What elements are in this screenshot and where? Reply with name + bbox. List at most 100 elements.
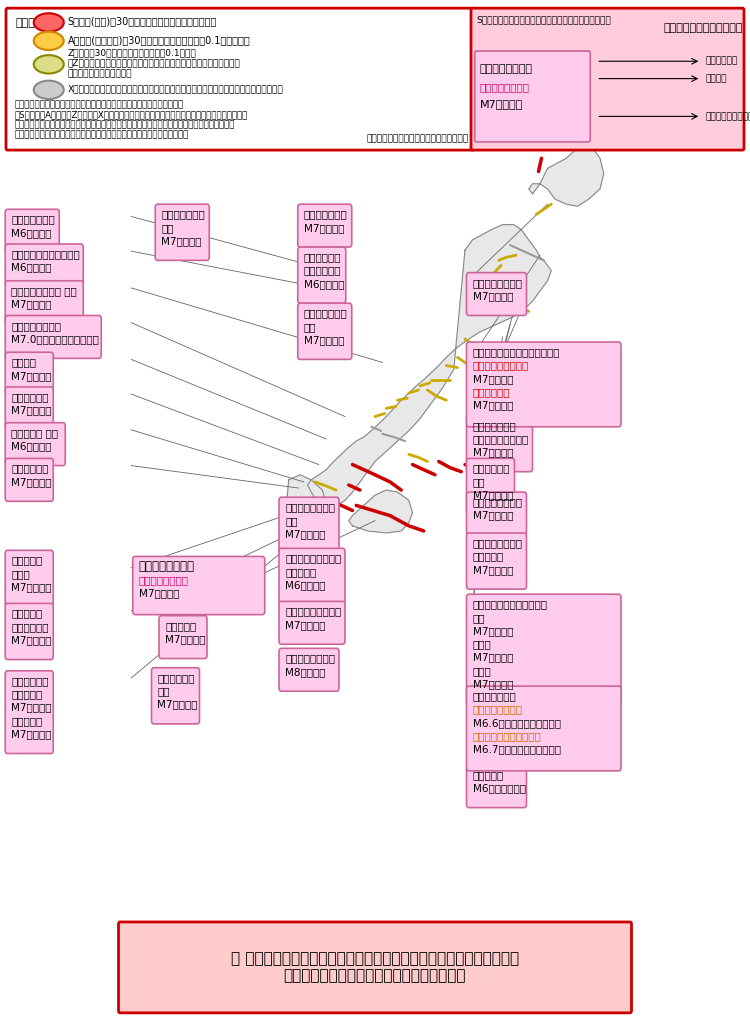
FancyBboxPatch shape [466, 594, 621, 706]
FancyBboxPatch shape [133, 556, 265, 615]
Text: 主部：衣笠・北武断層帯: 主部：衣笠・北武断層帯 [472, 731, 542, 741]
Text: 安芸灘断層帯: 安芸灘断層帯 [11, 392, 49, 402]
Text: M6．９程度: M6．９程度 [11, 262, 52, 273]
Text: M7．２程度: M7．２程度 [11, 582, 52, 592]
FancyBboxPatch shape [118, 922, 632, 1013]
Text: 〇 ランク分けに関わらず、日本ではどの場所においても、地震による
　強い揺れに見舞われるおそれがあります。: 〇 ランク分けに関わらず、日本ではどの場所においても、地震による 強い揺れに見舞… [231, 952, 519, 983]
Text: 棚形山脈断層帯: 棚形山脈断層帯 [11, 214, 55, 225]
Text: Zランク：30年以内の地震発生確率が0.1％未満
（Zランクでも、活断層が存在すること自体、当該地域で大きな地震が
発生する可能性を示す。）: Zランク：30年以内の地震発生確率が0.1％未満 （Zランクでも、活断層が存在す… [68, 48, 240, 79]
Ellipse shape [34, 55, 64, 74]
Text: 呉羽山断層帯: 呉羽山断層帯 [472, 387, 510, 397]
Text: 阿寺断層帯　主部：北部: 阿寺断層帯 主部：北部 [11, 249, 80, 259]
Text: Aランク(やや高い)：30年以内の地震発生確率が0.1～３％未満: Aランク(やや高い)：30年以内の地震発生確率が0.1～３％未満 [68, 35, 251, 45]
Text: ・ひとつの断層帯のうち、活動区間によってランクが異なる場合がある。: ・ひとつの断層帯のうち、活動区間によってランクが異なる場合がある。 [15, 100, 184, 109]
Text: 周防灘断層帯: 周防灘断層帯 [158, 673, 195, 683]
Text: 断層帯の名称: 断層帯の名称 [705, 57, 737, 65]
Text: Sランク、Aランク、Zランク、Xランクのいずれも、すぐに地震が起こることが否定できない。: Sランク、Aランク、Zランク、Xランクのいずれも、すぐに地震が起こることが否定で… [15, 110, 248, 119]
FancyBboxPatch shape [298, 247, 346, 303]
Text: 弥栄断層: 弥栄断層 [11, 357, 36, 368]
Text: M7．２程度: M7．２程度 [472, 291, 513, 301]
Text: 境峠・神谷断層帯: 境峠・神谷断層帯 [285, 502, 335, 513]
Text: M7．４程度: M7．４程度 [472, 490, 513, 500]
Text: 砺波平野断層帯・呉羽山断層帯: 砺波平野断層帯・呉羽山断層帯 [472, 347, 560, 357]
Text: M7．２程度: M7．２程度 [11, 477, 52, 487]
Ellipse shape [34, 81, 64, 99]
FancyBboxPatch shape [466, 342, 621, 427]
FancyBboxPatch shape [5, 603, 53, 660]
Text: 活動区間: 活動区間 [705, 75, 727, 83]
Text: 新庄盆地断層帯: 新庄盆地断層帯 [304, 308, 347, 319]
Text: また、確率値が低いように見えても、決して地震が発生しないことを意味するものではない。: また、確率値が低いように見えても、決して地震が発生しないことを意味するものではな… [15, 120, 236, 130]
Text: M6．８程度: M6．８程度 [11, 228, 52, 238]
FancyBboxPatch shape [5, 387, 53, 430]
FancyBboxPatch shape [5, 315, 101, 358]
FancyBboxPatch shape [279, 548, 345, 604]
FancyBboxPatch shape [298, 303, 352, 359]
Text: 中央構造線断層帯: 中央構造線断層帯 [139, 561, 195, 573]
FancyBboxPatch shape [466, 458, 514, 515]
FancyBboxPatch shape [466, 416, 532, 472]
FancyBboxPatch shape [279, 497, 339, 553]
Text: M7．６程度: M7．６程度 [158, 699, 198, 710]
Text: M7．２程度: M7．２程度 [472, 565, 513, 575]
Text: 北部: 北部 [161, 223, 174, 233]
Polygon shape [281, 475, 326, 572]
Text: M7．２程度: M7．２程度 [11, 405, 52, 416]
Text: M7．３程度: M7．３程度 [161, 236, 202, 246]
Text: M7．５程度: M7．５程度 [139, 588, 179, 598]
Text: M7．６程度: M7．６程度 [285, 529, 326, 539]
Text: M6．９程度: M6．９程度 [304, 279, 344, 289]
Text: M6．３程度: M6．３程度 [285, 580, 326, 590]
Text: 主部: 主部 [285, 516, 298, 526]
FancyBboxPatch shape [466, 492, 526, 535]
Text: 地震規模（マグニチュード）: 地震規模（マグニチュード） [705, 112, 750, 120]
FancyBboxPatch shape [5, 244, 83, 287]
Text: 日奈久断層帯: 日奈久断層帯 [11, 676, 49, 686]
Text: M6．６程度: M6．６程度 [11, 441, 52, 451]
Text: 福智山断層帯: 福智山断層帯 [11, 464, 49, 474]
Text: M7．２程度: M7．２程度 [472, 400, 513, 410]
Text: ・新たな知見が得られた場合には、地震発生確率の値は変わることがある。: ・新たな知見が得られた場合には、地震発生確率の値は変わることがある。 [15, 131, 189, 140]
Text: M7．２程度: M7．２程度 [472, 510, 513, 521]
Text: 南東部: 南東部 [11, 569, 30, 579]
Text: M7．４程度: M7．４程度 [285, 620, 326, 630]
FancyBboxPatch shape [471, 8, 744, 150]
Text: 沖縄: 沖縄 [219, 582, 231, 592]
FancyBboxPatch shape [155, 204, 209, 260]
FancyBboxPatch shape [152, 668, 200, 724]
Text: M7．３程度: M7．３程度 [11, 635, 52, 645]
Text: M7．０程度: M7．０程度 [472, 374, 513, 384]
FancyBboxPatch shape [5, 423, 65, 466]
Text: M7．７程度: M7．７程度 [11, 371, 52, 381]
Text: M7．７程度: M7．７程度 [472, 626, 513, 636]
Text: M7．６程度: M7．６程度 [304, 223, 344, 233]
FancyBboxPatch shape [5, 458, 53, 501]
Text: M7．１程度: M7．１程度 [11, 299, 52, 309]
Text: 木曽山脈西縁断層帯: 木曽山脈西縁断層帯 [285, 553, 341, 564]
Text: M6．８程度以上: M6．８程度以上 [472, 783, 526, 793]
Text: 断層帯　南部: 断層帯 南部 [304, 265, 341, 276]
Text: 三浦半島断層群: 三浦半島断層群 [472, 691, 516, 701]
Text: M8．０程度: M8．０程度 [285, 667, 326, 677]
Text: 菊川断層帯 中部: 菊川断層帯 中部 [11, 428, 58, 438]
Text: 上町断層帯: 上町断層帯 [165, 621, 196, 631]
Text: 黒松内低地断層帯: 黒松内低地断層帯 [472, 278, 523, 288]
Text: 凡例：: 凡例： [15, 18, 34, 29]
Text: M7．１程度: M7．１程度 [304, 335, 344, 345]
Text: 高田平野断層帯: 高田平野断層帯 [472, 421, 516, 431]
Text: M7．２程度: M7．２程度 [472, 447, 513, 457]
Text: 糸魚川一静岡構造線断層帯: 糸魚川一静岡構造線断層帯 [472, 599, 548, 610]
FancyBboxPatch shape [466, 273, 526, 315]
Text: 北部: 北部 [472, 613, 485, 623]
Text: 奈良盆地東縁断層帯: 奈良盆地東縁断層帯 [285, 606, 341, 617]
Text: M6.7程度もしくはそれ以上: M6.7程度もしくはそれ以上 [472, 744, 560, 755]
FancyBboxPatch shape [6, 8, 474, 150]
Text: サロベツ断層帯: サロベツ断層帯 [304, 209, 347, 220]
Text: 高田平野東縁断層帯: 高田平野東縁断層帯 [472, 434, 529, 444]
Ellipse shape [34, 13, 64, 32]
FancyBboxPatch shape [5, 281, 83, 324]
Text: 主部：南部: 主部：南部 [285, 567, 316, 577]
Text: 雲仙断層群: 雲仙断層群 [11, 609, 43, 619]
Text: 塩沢断層帯: 塩沢断層帯 [472, 770, 504, 780]
Text: 富士川河口断層帯: 富士川河口断層帯 [285, 653, 335, 664]
